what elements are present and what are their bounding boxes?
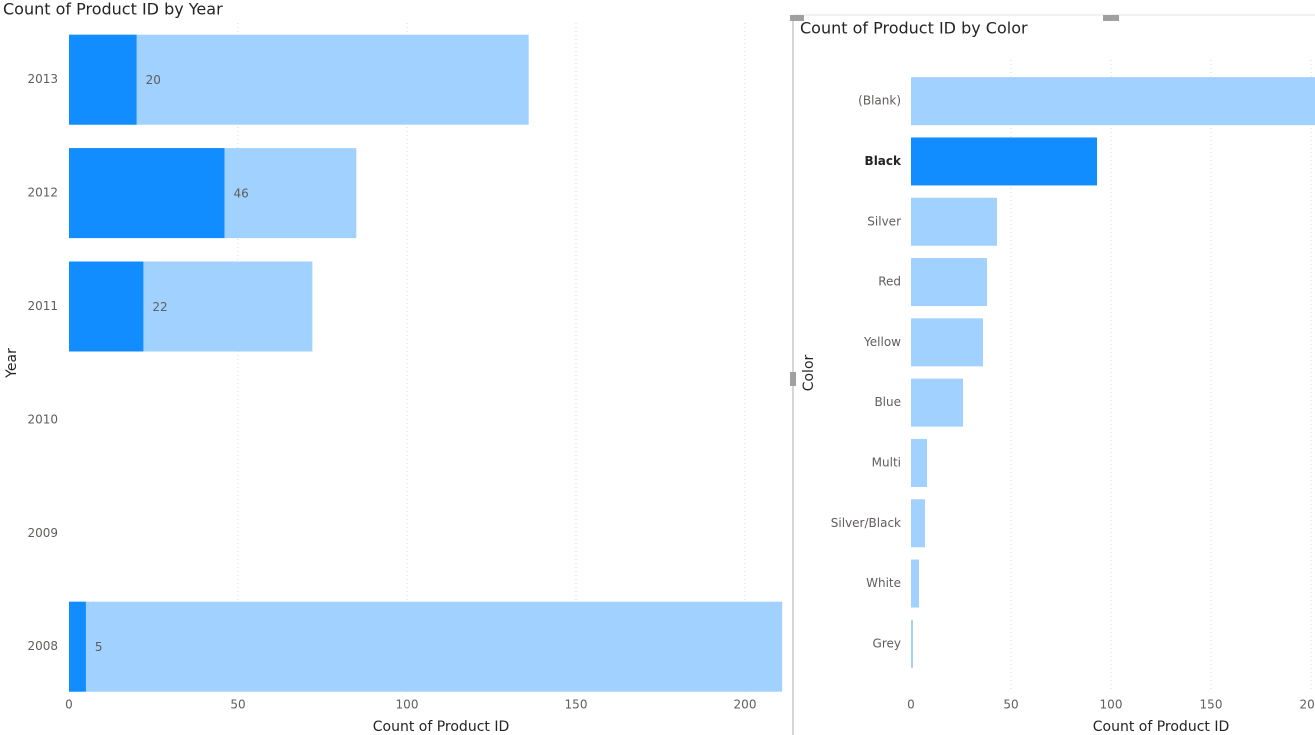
bar[interactable] <box>911 258 987 307</box>
y-tick-label: 2008 <box>27 639 58 653</box>
data-label: 20 <box>146 73 161 87</box>
bar[interactable] <box>911 619 913 668</box>
bar[interactable] <box>69 261 144 352</box>
x-tick-label: 0 <box>65 698 73 712</box>
data-label: 22 <box>152 300 167 314</box>
bar[interactable] <box>911 499 925 548</box>
y-tick-label: Grey <box>873 636 901 650</box>
y-tick-label: 2011 <box>27 299 58 313</box>
y-tick-label: Blue <box>874 395 901 409</box>
x-axis-title: Count of Product ID <box>1093 719 1230 735</box>
bar[interactable] <box>69 601 783 692</box>
bar[interactable] <box>911 438 927 487</box>
chart-title: Count of Product ID by Year <box>3 0 223 19</box>
data-label: 46 <box>233 187 248 201</box>
y-tick-label: 2009 <box>27 526 58 540</box>
x-tick-label: 150 <box>565 698 588 712</box>
x-tick-label: 100 <box>1100 698 1123 712</box>
y-axis-title: Color <box>801 354 817 391</box>
bar[interactable] <box>911 77 1315 126</box>
bar[interactable] <box>911 197 997 246</box>
y-tick-label: 2013 <box>27 72 58 86</box>
resize-handle[interactable] <box>1103 15 1119 21</box>
bar[interactable] <box>911 559 919 608</box>
x-tick-label: 150 <box>1200 698 1223 712</box>
y-tick-label: Silver/Black <box>831 516 901 530</box>
y-tick-label: Silver <box>867 214 901 228</box>
y-tick-label: Black <box>865 154 902 168</box>
y-axis-title: Year <box>4 348 20 379</box>
bar[interactable] <box>911 378 963 427</box>
y-tick-label: Yellow <box>863 335 901 349</box>
y-tick-label: White <box>866 576 901 590</box>
bar[interactable] <box>69 34 137 125</box>
x-tick-label: 50 <box>1003 698 1018 712</box>
x-tick-label: 100 <box>396 698 419 712</box>
bar[interactable] <box>69 148 225 239</box>
chart-title: Count of Product ID by Color <box>800 19 1028 38</box>
y-tick-label: Multi <box>872 455 901 469</box>
x-tick-label: 0 <box>907 698 915 712</box>
resize-handle[interactable] <box>790 372 796 386</box>
bar[interactable] <box>911 318 983 367</box>
data-label: 5 <box>95 640 103 654</box>
x-tick-label: 200 <box>734 698 757 712</box>
y-tick-label: 2012 <box>27 186 58 200</box>
x-axis-title: Count of Product ID <box>373 719 510 735</box>
bar[interactable] <box>69 601 86 692</box>
y-tick-label: (Blank) <box>858 94 901 108</box>
bar[interactable] <box>911 137 1097 186</box>
y-tick-label: Red <box>878 275 901 289</box>
x-tick-label: 50 <box>230 698 245 712</box>
x-tick-label: 200 <box>1300 698 1315 712</box>
y-tick-label: 2010 <box>27 412 58 426</box>
resize-handle[interactable] <box>790 15 804 21</box>
bar[interactable] <box>69 34 529 125</box>
